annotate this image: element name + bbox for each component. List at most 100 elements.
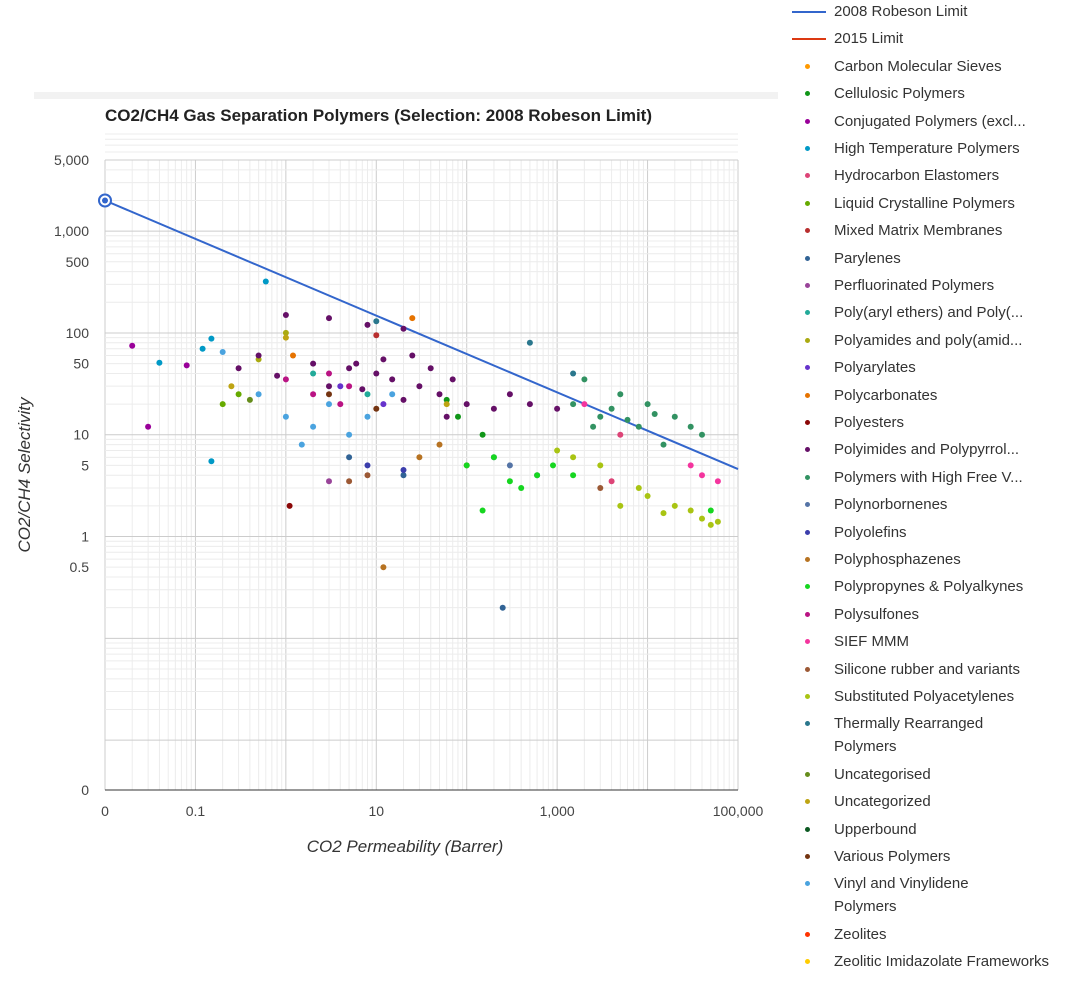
legend-label: Vinyl and Vinylidene Polymers	[834, 875, 969, 916]
data-point	[156, 359, 163, 366]
legend-label: Perfluorinated Polymers	[834, 277, 995, 294]
x-tick-label: 100,000	[713, 803, 764, 819]
legend-label: Cellulosic Polymers	[834, 85, 965, 103]
legend-swatch-mark	[805, 91, 810, 97]
data-point	[526, 401, 533, 408]
y-tick-label: 50	[73, 356, 89, 372]
data-point	[359, 386, 366, 393]
data-point	[282, 334, 289, 341]
data-point	[597, 462, 604, 469]
legend-swatch-mark	[805, 557, 810, 562]
legend-swatch-mark	[805, 200, 810, 206]
legend-dot-swatch	[790, 274, 826, 297]
data-point	[554, 405, 561, 412]
series-line	[104, 199, 739, 471]
data-point	[479, 431, 486, 438]
legend-dot-swatch	[790, 923, 826, 946]
data-point	[436, 391, 443, 398]
legend-swatch-mark	[805, 474, 810, 480]
data-point	[687, 462, 694, 469]
data-point	[409, 352, 416, 359]
data-point	[436, 441, 443, 448]
data-point	[699, 515, 705, 522]
legend-swatch-mark	[805, 881, 810, 887]
data-point	[617, 431, 624, 438]
legend-swatch-mark	[805, 63, 810, 69]
legend-label: Various Polymers	[834, 848, 951, 865]
data-point	[353, 360, 360, 367]
data-point	[337, 401, 344, 408]
data-point	[443, 401, 450, 408]
data-point	[346, 454, 353, 461]
legend-swatch-mark	[805, 283, 810, 288]
data-point	[346, 365, 353, 372]
data-point	[624, 416, 631, 423]
data-point	[310, 423, 317, 430]
legend-dot-swatch	[790, 466, 826, 489]
data-point	[246, 396, 253, 403]
legend-dot-swatch	[790, 603, 826, 626]
selected-point-dot	[102, 197, 108, 204]
data-point	[660, 441, 667, 448]
legend-label: Silicone rubber and variants	[834, 660, 1020, 678]
data-point	[617, 391, 624, 398]
data-point	[326, 401, 332, 408]
legend-dot-swatch	[790, 438, 826, 461]
legend-label: Mixed Matrix Membranes	[834, 222, 1003, 240]
legend-swatch-mark	[792, 11, 826, 13]
legend-dot-swatch	[790, 790, 826, 813]
data-point	[671, 413, 678, 420]
legend-label: Poly(aryl ethers) and Poly(...	[834, 304, 1024, 322]
x-tick-label: 0.1	[186, 803, 206, 819]
y-axis-title: CO2/CH4 Selectivity	[15, 396, 34, 552]
data-point	[400, 325, 407, 332]
data-point	[499, 604, 506, 611]
legend-label: Polymers with High Free V...	[834, 468, 1023, 486]
chart-title: CO2/CH4 Gas Separation Polymers (Selecti…	[105, 106, 652, 125]
data-point	[597, 413, 604, 420]
legend-label: Thermally Rearranged Polymers	[834, 715, 984, 756]
legend-dot-swatch	[790, 164, 826, 187]
data-point	[581, 401, 588, 408]
data-point	[463, 462, 470, 469]
legend-label: Conjugated Polymers (excl...	[834, 112, 1026, 130]
data-point	[635, 423, 642, 430]
data-point	[282, 312, 289, 318]
legend-swatch-mark	[805, 146, 810, 151]
legend-swatch-mark	[805, 118, 810, 124]
data-point	[644, 401, 651, 408]
legend-swatch-mark	[792, 38, 826, 41]
data-point	[389, 376, 396, 383]
data-point	[699, 431, 705, 438]
legend-swatch-mark	[805, 584, 810, 590]
data-point	[282, 413, 289, 420]
legend-line-swatch	[790, 0, 826, 23]
grid	[104, 133, 739, 791]
data-point	[298, 441, 305, 448]
legend-dot-swatch	[790, 110, 826, 133]
legend-dot-swatch	[790, 872, 826, 895]
data-point	[416, 383, 423, 390]
data-point	[714, 518, 721, 525]
x-tick-label: 0	[101, 803, 109, 819]
data-point	[526, 339, 533, 346]
scatter-plot[interactable]: 5,000 1,000 500 100 50 10 5 1 0.5 0 0 0.1 10 1,000 10…	[0, 0, 780, 880]
legend-swatch-mark	[805, 228, 810, 234]
legend-swatch-mark	[805, 447, 810, 453]
data-point	[651, 411, 658, 417]
data-point	[400, 467, 407, 473]
data-point	[346, 383, 353, 390]
legend-label: Carbon Molecular Sieves	[834, 57, 1002, 75]
data-point	[534, 472, 541, 479]
legend-label: Substituted Polyacetylenes	[834, 688, 1015, 705]
data-point	[463, 401, 470, 408]
data-point	[310, 370, 317, 377]
data-point	[687, 423, 694, 430]
x-tick-label: 1,000	[540, 803, 575, 819]
data-point	[364, 472, 371, 479]
legend-dot-swatch	[790, 247, 826, 270]
data-point	[416, 454, 423, 461]
data-point	[687, 507, 694, 514]
data-point	[590, 423, 597, 430]
legend-swatch-mark	[805, 337, 810, 343]
